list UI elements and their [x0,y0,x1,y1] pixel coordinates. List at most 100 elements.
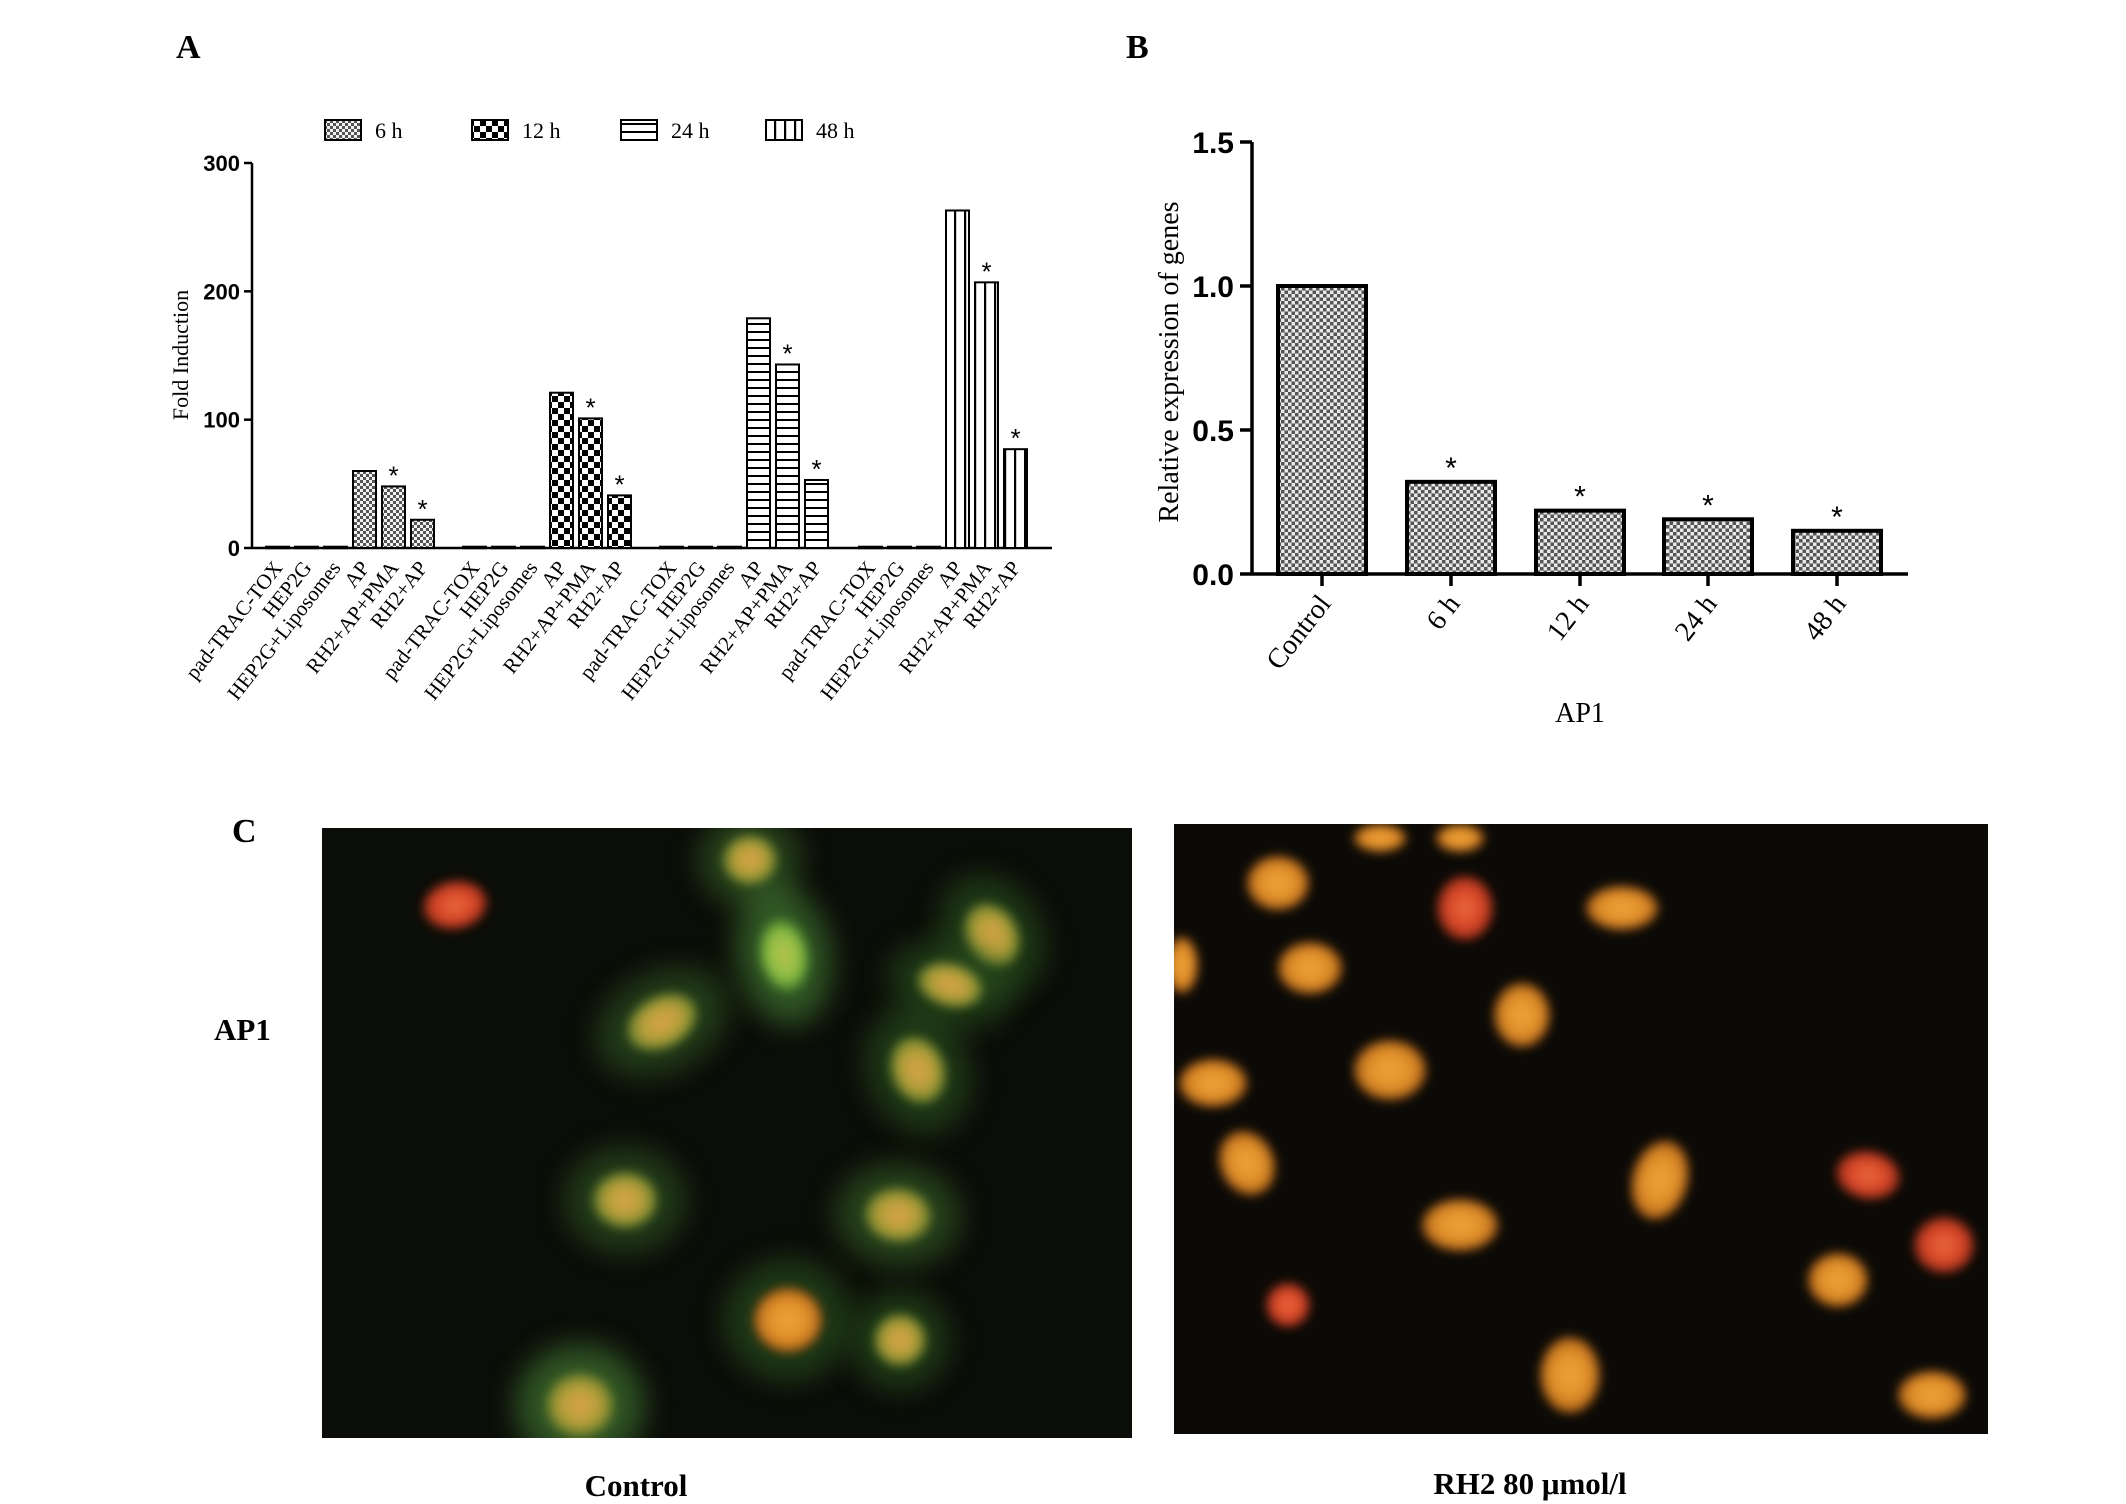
chart-b-category-label: 24 h [1669,589,1724,647]
chart-b-y-tick-label: 0.0 [1192,559,1234,592]
micrograph-rh2 [1174,824,1988,1434]
micrograph-rh2-background [1174,824,1988,1434]
chart-b-y-tick-label: 1.5 [1192,127,1234,160]
chart-b-category-label: 12 h [1541,589,1596,647]
cell-nucleus [1898,1371,1966,1419]
chart-a-bar [858,545,883,550]
chart-a-bar [549,391,574,550]
chart-a-bar [746,317,771,549]
chart-a-category-labels: pad-TRAC-TOXHEP2GHEP2G+LiposomesAPRH2+AP… [180,556,1025,705]
legend-a: 6 h 12 h 24 h 48 h [324,118,855,143]
chart-a-bar [916,545,941,550]
cell-nucleus [423,880,487,930]
cell-nucleus [1494,983,1550,1047]
legend-a-item: 48 h [765,118,855,143]
chart-a-significance-star: * [417,494,427,524]
legend-a-item: 12 h [471,118,561,143]
chart-a-significance-star: * [388,460,398,490]
legend-a-swatch [324,119,362,141]
cell-nucleus [1247,856,1309,910]
cell-nucleus [1631,1140,1689,1220]
chart-b-x-axis-title: AP1 [1555,698,1605,729]
chart-a-y-tick-label: 100 [203,408,240,433]
chart-a-significance-star: * [981,256,991,286]
cell-nucleus [835,1163,961,1267]
chart-a-bar [578,417,603,549]
chart-b-y-axis-title: Relative expression of genes [1154,201,1185,522]
chart-a-y-tick-label: 200 [203,279,240,304]
chart-b-category-labels: Control 6 h 12 h 24 h 48 h [1260,589,1852,676]
cell-nucleus [850,1290,950,1390]
chart-b-category-label: Control [1260,589,1337,676]
cell-nucleus [1278,942,1342,994]
chart-a-bar [607,494,632,549]
chart-a-significance-star: * [811,454,821,484]
panel-label-a: A [176,29,201,66]
chart-a-bar [688,545,713,550]
cell-nucleus [1179,1059,1247,1107]
chart-a-significance-star: * [585,392,595,422]
legend-a-label: 12 h [522,118,561,143]
chart-a-bar [323,545,348,550]
cell-nucleus [888,941,1012,1029]
cell-nucleus [1540,1337,1600,1413]
micrograph-control [322,828,1132,1438]
chart-b-significance-star: * [1574,481,1586,514]
chart-b-bar [1276,284,1368,576]
chart-a-y-tick-label: 0 [228,536,240,561]
micrograph-control-caption: Control [585,1468,688,1503]
cell-nucleus [1218,1130,1276,1196]
cell-nucleus [1436,824,1484,852]
chart-a-bar [804,478,829,550]
chart-b-y-tick-label: 0.5 [1192,415,1234,448]
chart-a: 6 h 12 h 24 h 48 h Fold Induction 0 100 200 30… [168,118,1052,705]
cell-nucleus [723,1259,853,1381]
chart-a-bar [659,545,684,550]
chart-b-significance-star: * [1831,501,1843,534]
cell-nucleus [1914,1217,1974,1273]
legend-a-label: 24 h [671,118,710,143]
cell-nucleus [1266,1283,1310,1327]
chart-b-category-label: 6 h [1421,589,1467,636]
legend-a-swatch [471,119,509,141]
cell-nucleus [515,1344,645,1438]
chart-a-bar [775,363,800,549]
chart-a-significance-star: * [782,338,792,368]
cell-nucleus [1422,1199,1498,1251]
panel-label-b: B [1126,29,1149,66]
chart-a-bar [381,485,406,549]
cell-nucleus [564,1146,686,1254]
chart-a-bar [520,545,545,550]
chart-a-significance-star: * [614,469,624,499]
chart-b-bar [1791,528,1883,576]
cell-nucleus [1808,1253,1868,1307]
chart-a-bars: * * * * * * * * [265,209,1028,550]
cell-nucleus [735,885,833,1025]
chart-a-bar [410,518,435,549]
chart-a-y-axis-title: Fold Induction [168,290,193,420]
legend-a-item: 24 h [620,118,710,143]
micrograph-rh2-caption: RH2 80 μmol/l [1433,1466,1627,1501]
legend-a-swatch [765,119,803,141]
chart-a-significance-star: * [1010,423,1020,453]
chart-a-bar [717,545,742,550]
cell-nucleus [1354,1040,1426,1100]
chart-b: Relative expression of genes 0.0 0.5 1.0 1.… [1154,127,1908,729]
chart-a-bar [352,470,377,549]
legend-a-swatch [620,119,658,141]
cell-nucleus [1836,1150,1900,1200]
chart-b-bars: * * * * [1276,284,1883,577]
chart-a-bar [294,545,319,550]
chart-a-bar [462,545,487,550]
chart-b-significance-star: * [1702,489,1714,522]
micrograph-row-label: AP1 [214,1012,271,1047]
chart-a-bar [945,209,970,549]
cell-nucleus [1354,824,1406,852]
cell-nucleus [864,1006,972,1134]
chart-a-bar [974,281,999,549]
cell-nucleus [1586,886,1658,930]
cell-nucleus [595,967,729,1077]
legend-a-item: 6 h [324,118,403,143]
panel-label-c: C [232,813,257,850]
